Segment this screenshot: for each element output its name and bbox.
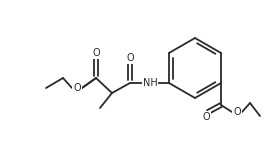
Text: NH: NH [143,78,157,88]
Text: O: O [202,112,210,122]
Text: O: O [233,107,241,117]
Text: O: O [92,48,100,58]
Text: O: O [126,53,134,63]
Text: O: O [73,83,81,93]
